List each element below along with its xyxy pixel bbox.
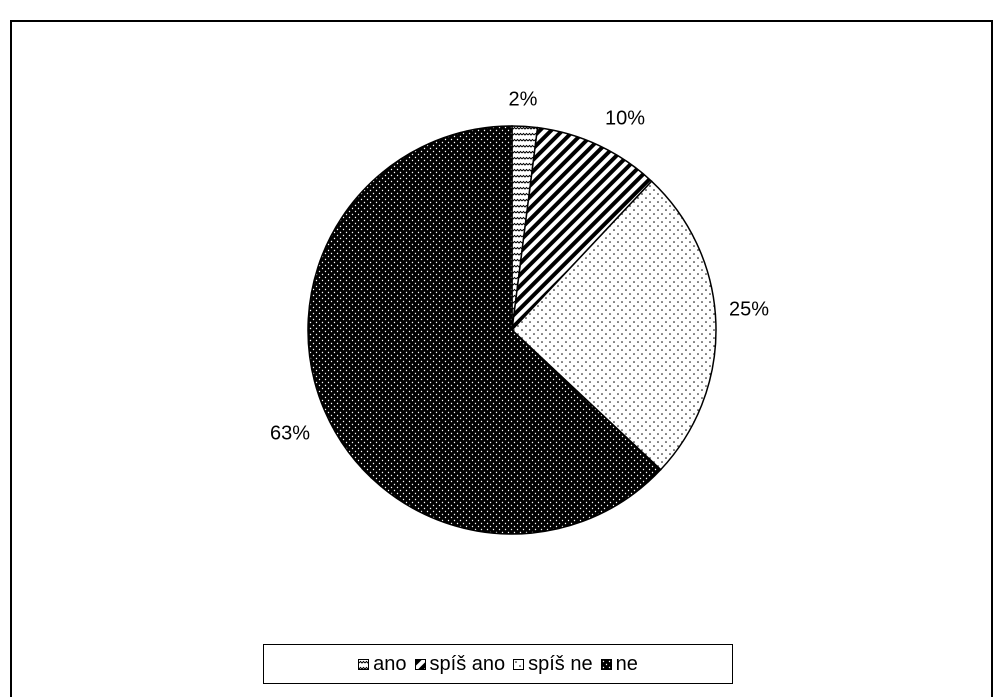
legend-label-4: ne	[615, 652, 638, 675]
legend-swatch-2	[414, 658, 426, 670]
legend-item-4: ne	[600, 652, 638, 676]
legend-label-1: ano	[373, 652, 407, 675]
legend-label-2: spíš ano	[429, 652, 506, 675]
slice-label-2: 10%	[605, 107, 645, 129]
slice-label-4: 63%	[270, 422, 310, 444]
slice-label-3: 25%	[729, 298, 769, 320]
pie-slice-4	[307, 125, 662, 535]
legend-swatch-1	[358, 658, 370, 670]
legend-swatch-3	[513, 658, 525, 670]
legend-swatch-4	[600, 658, 612, 670]
slice-label-1: 2%	[509, 88, 538, 110]
pie-slice-2	[510, 126, 653, 333]
chart-legend: ano spíš ano spíš ne ne	[263, 644, 733, 684]
legend-item-2: spíš ano	[414, 652, 506, 676]
legend-item-3: spíš ne	[513, 652, 593, 676]
pie-slice-3	[510, 180, 717, 471]
legend-item-1: ano	[358, 652, 407, 676]
legend-label-3: spíš ne	[528, 652, 593, 675]
